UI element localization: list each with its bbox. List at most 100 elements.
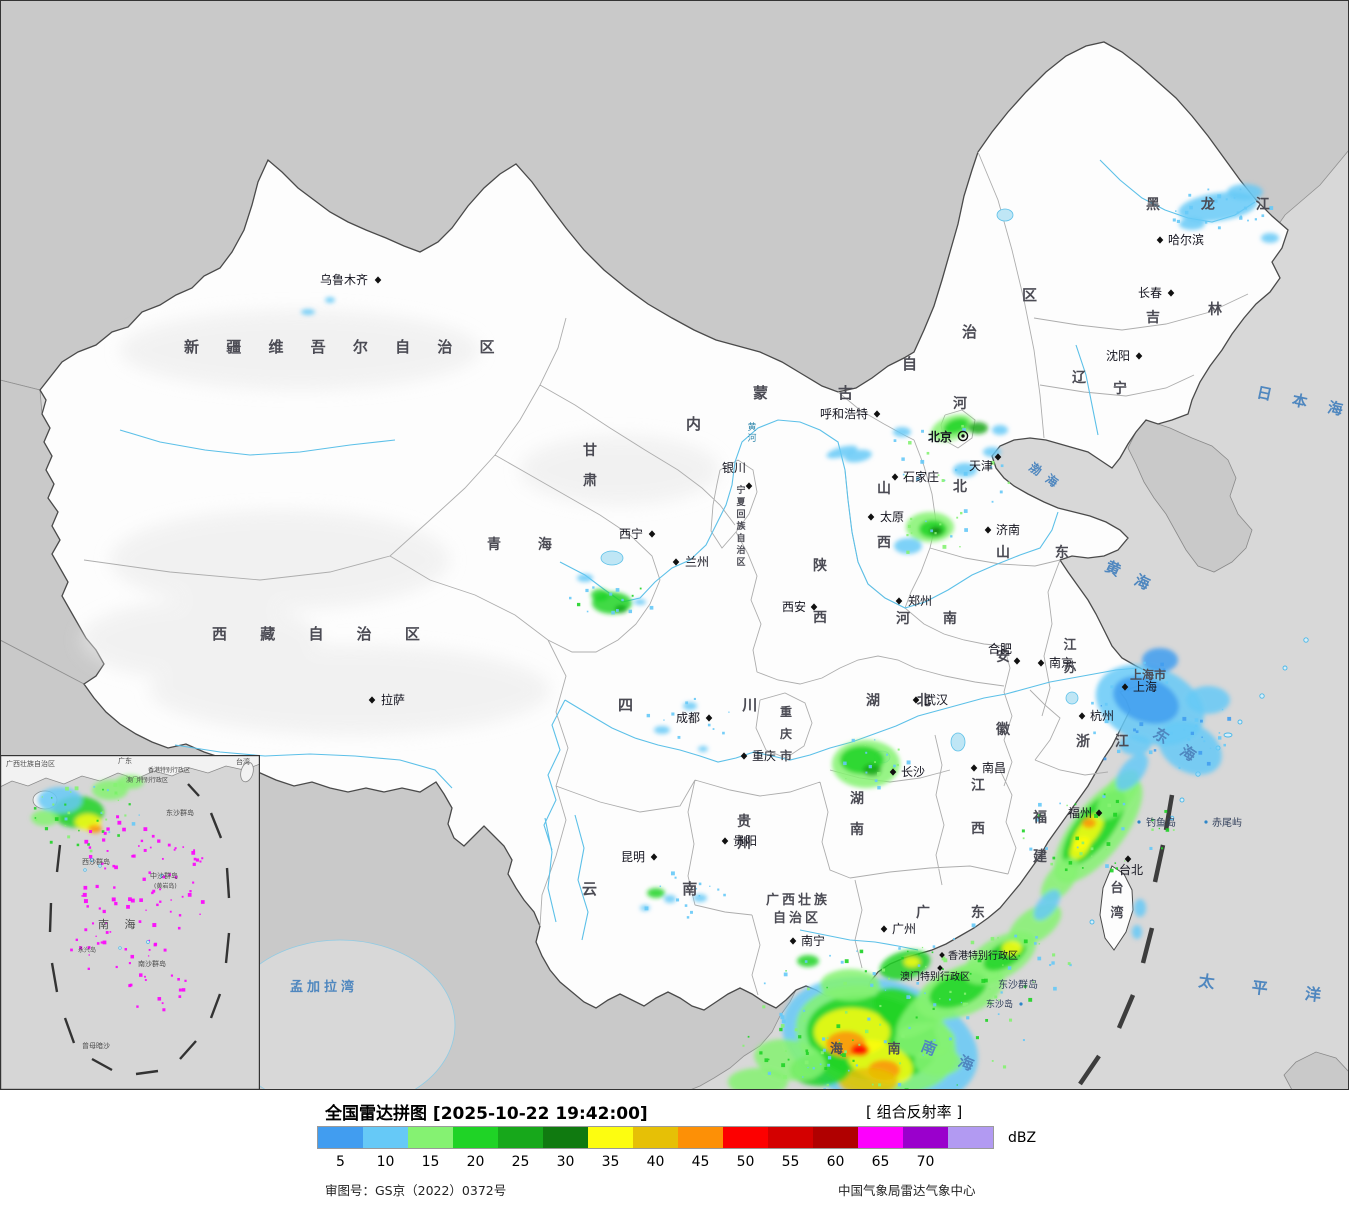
sar-label: 澳门特别行政区 xyxy=(900,970,970,983)
radar-speckle xyxy=(963,471,968,476)
city-label: 郑州 xyxy=(908,593,932,608)
radar-speckle xyxy=(877,772,881,776)
radar-speckle xyxy=(1165,828,1170,832)
radar-speckle xyxy=(1113,812,1118,817)
radar-speckle xyxy=(902,473,905,476)
inset-radar-speckle xyxy=(88,954,90,956)
radar-speckle xyxy=(1037,956,1042,961)
radar-speckle xyxy=(879,1004,882,1008)
radar-speckle xyxy=(955,468,958,472)
radar-speckle xyxy=(907,950,909,953)
radar-speckle xyxy=(628,609,633,614)
radar-speckle xyxy=(794,1028,798,1032)
radar-speckle xyxy=(1164,809,1168,813)
radar-speckle xyxy=(893,439,897,442)
inset-radar-speckle-layer xyxy=(33,783,205,1012)
city-label: 呼和浩特 xyxy=(820,406,868,421)
legend-tick-value: 15 xyxy=(421,1154,440,1170)
radar-speckle xyxy=(820,1051,824,1055)
legend-color-segment xyxy=(768,1127,813,1148)
city-label: 重庆 xyxy=(752,749,776,763)
inset-radar-speckle xyxy=(138,814,140,816)
radar-speckle xyxy=(916,477,920,481)
radar-speckle xyxy=(840,960,844,964)
radar-speckle xyxy=(1121,827,1125,831)
radar-speckle xyxy=(899,1062,902,1065)
radar-speckle xyxy=(930,529,934,533)
city-marker-icon xyxy=(1095,809,1103,817)
radar-speckle xyxy=(677,735,681,739)
radar-echo xyxy=(1261,233,1279,243)
radar-speckle xyxy=(1218,732,1221,734)
inset-radar-speckle xyxy=(105,922,108,924)
radar-speckle xyxy=(671,712,675,716)
radar-speckle xyxy=(874,761,876,763)
radar-speckle xyxy=(1035,817,1039,822)
radar-speckle xyxy=(960,1001,963,1004)
province-label: 广西壮族 xyxy=(766,892,830,908)
legend-tick-value: 65 xyxy=(871,1154,890,1170)
radar-speckle xyxy=(960,511,963,515)
city-label: 石家庄 xyxy=(903,469,939,484)
radar-speckle xyxy=(1146,673,1149,675)
radar-speckle xyxy=(822,1048,826,1052)
radar-speckle xyxy=(1104,702,1108,706)
capital-marker-icon xyxy=(957,430,969,442)
radar-speckle xyxy=(851,738,855,743)
radar-speckle xyxy=(690,910,693,914)
radar-speckle xyxy=(780,1015,785,1020)
inset-radar-speckle xyxy=(129,983,133,987)
radar-speckle xyxy=(1038,943,1041,945)
radar-speckle xyxy=(649,605,654,610)
radar-speckle xyxy=(844,1011,848,1014)
legend-color-segment xyxy=(678,1127,723,1148)
radar-speckle xyxy=(865,751,868,754)
radar-echo xyxy=(1002,941,1022,955)
province-label: 重庆市 xyxy=(779,704,792,763)
inset-radar-speckle xyxy=(182,846,185,848)
island-label: 东沙群岛 xyxy=(998,978,1038,991)
radar-speckle xyxy=(1188,748,1191,751)
inset-radar-speckle xyxy=(167,843,171,847)
legend-color-segment xyxy=(858,1127,903,1148)
radar-speckle xyxy=(870,983,874,987)
inset-radar-speckle xyxy=(170,899,172,901)
city-label: 乌鲁木齐 xyxy=(320,272,368,287)
inset-radar-speckle xyxy=(114,791,118,796)
radar-speckle xyxy=(686,916,690,919)
inset-radar-speckle xyxy=(113,783,118,787)
radar-speckle xyxy=(1032,981,1035,983)
radar-speckle xyxy=(1209,747,1212,749)
sea-label: 孟加拉湾 xyxy=(290,979,358,995)
radar-speckle xyxy=(997,937,999,939)
radar-speckle xyxy=(631,594,634,597)
radar-speckle xyxy=(1064,868,1068,872)
radar-speckle xyxy=(1091,701,1094,705)
philippines-land xyxy=(1283,1051,1349,1090)
legend-unit: dBZ xyxy=(1008,1130,1037,1146)
radar-speckle xyxy=(841,1053,846,1058)
radar-speckle xyxy=(1110,685,1114,689)
radar-speckle xyxy=(942,544,947,549)
radar-speckle xyxy=(1198,750,1203,755)
radar-speckle xyxy=(1176,219,1180,223)
inset-radar-speckle xyxy=(154,942,158,946)
inset-radar-speckle xyxy=(112,864,115,868)
radar-speckle xyxy=(1018,954,1021,957)
radar-speckle xyxy=(874,779,878,783)
radar-echo xyxy=(943,418,969,434)
inset-radar-speckle xyxy=(102,940,107,945)
legend-tick-value: 25 xyxy=(511,1154,530,1170)
radar-speckle xyxy=(847,1069,850,1072)
inset-label: 中沙群岛 xyxy=(150,871,178,880)
radar-speckle xyxy=(956,516,959,519)
rivers xyxy=(119,159,1256,951)
radar-speckle xyxy=(939,523,942,526)
province-label: 治 xyxy=(962,323,977,341)
province-label: 山西 xyxy=(877,481,891,551)
inset-radar-speckle xyxy=(78,829,80,832)
radar-speckle xyxy=(804,960,808,963)
inset-label: 西沙群岛 xyxy=(82,857,110,866)
city-marker-icon xyxy=(1124,855,1132,863)
